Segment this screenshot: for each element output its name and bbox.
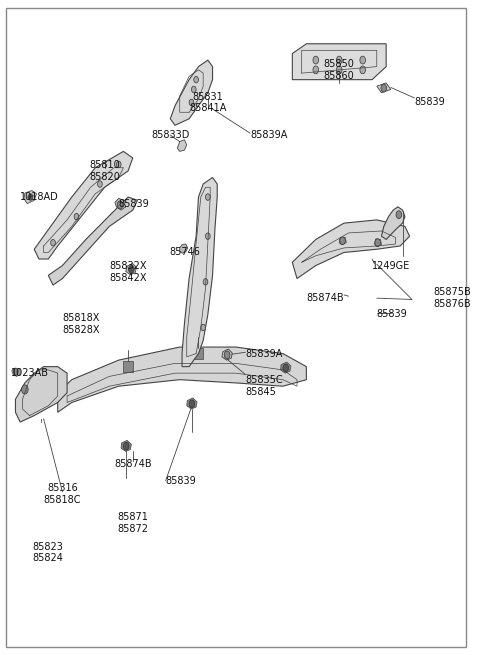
Text: 85839: 85839 (377, 309, 408, 320)
Circle shape (201, 324, 205, 331)
Polygon shape (115, 198, 126, 210)
Text: 1249GE: 1249GE (372, 261, 410, 271)
Circle shape (360, 56, 365, 64)
Text: 85810
85820: 85810 85820 (89, 160, 120, 182)
Circle shape (205, 233, 210, 240)
Text: 85839: 85839 (414, 98, 445, 107)
Polygon shape (281, 362, 291, 373)
Circle shape (51, 240, 55, 246)
Polygon shape (170, 60, 213, 125)
Circle shape (74, 214, 79, 220)
Polygon shape (382, 207, 405, 240)
Circle shape (375, 239, 381, 247)
Polygon shape (121, 440, 132, 451)
Polygon shape (15, 367, 67, 422)
Circle shape (192, 86, 196, 93)
Text: 85839: 85839 (119, 198, 149, 208)
Text: 85746: 85746 (169, 248, 200, 257)
Polygon shape (180, 244, 188, 253)
Polygon shape (58, 347, 306, 412)
Polygon shape (374, 239, 382, 247)
Circle shape (194, 77, 198, 83)
Circle shape (97, 181, 102, 187)
Circle shape (224, 351, 230, 359)
Polygon shape (377, 83, 391, 93)
Text: 1023AB: 1023AB (11, 368, 49, 378)
Polygon shape (292, 220, 409, 278)
Circle shape (28, 194, 33, 200)
Text: 85818X
85828X: 85818X 85828X (62, 314, 100, 335)
Text: 1018AD: 1018AD (20, 192, 59, 202)
Polygon shape (126, 263, 136, 274)
Circle shape (340, 237, 345, 245)
Polygon shape (34, 151, 133, 259)
Circle shape (129, 265, 134, 273)
Polygon shape (182, 178, 217, 367)
Text: 85832X
85842X: 85832X 85842X (109, 261, 147, 283)
Polygon shape (12, 368, 20, 377)
Circle shape (381, 84, 386, 92)
Circle shape (189, 99, 194, 105)
Text: 85831
85841A: 85831 85841A (189, 92, 227, 113)
Text: 85839: 85839 (166, 476, 196, 486)
Text: 85874B: 85874B (306, 293, 344, 303)
Text: 85871
85872: 85871 85872 (117, 512, 148, 534)
Circle shape (336, 66, 342, 74)
Text: 85850
85860: 85850 85860 (324, 59, 355, 81)
Polygon shape (222, 349, 232, 360)
Polygon shape (123, 362, 133, 372)
Text: 85839A: 85839A (250, 130, 288, 140)
Polygon shape (24, 191, 36, 204)
Circle shape (313, 66, 319, 74)
Circle shape (360, 66, 365, 74)
Circle shape (189, 400, 195, 407)
Text: 85874B: 85874B (114, 459, 152, 470)
Circle shape (116, 161, 121, 168)
Circle shape (123, 442, 129, 450)
Polygon shape (177, 140, 187, 151)
Circle shape (117, 201, 123, 209)
Text: 85823
85824: 85823 85824 (33, 542, 64, 563)
Circle shape (22, 385, 28, 394)
Circle shape (283, 364, 288, 372)
Circle shape (336, 56, 342, 64)
Text: 85875B
85876B: 85875B 85876B (433, 288, 471, 309)
Text: 85833D: 85833D (151, 130, 190, 140)
Text: 85835C
85845: 85835C 85845 (245, 375, 283, 397)
Polygon shape (48, 197, 137, 285)
Circle shape (205, 194, 210, 200)
Polygon shape (292, 44, 386, 80)
Circle shape (396, 211, 402, 219)
Text: 85316
85818C: 85316 85818C (44, 483, 81, 504)
Circle shape (313, 56, 319, 64)
Polygon shape (187, 398, 197, 409)
Circle shape (203, 278, 208, 285)
Text: 85839A: 85839A (245, 348, 283, 358)
Polygon shape (194, 348, 203, 359)
Polygon shape (339, 238, 346, 245)
Circle shape (13, 369, 18, 375)
